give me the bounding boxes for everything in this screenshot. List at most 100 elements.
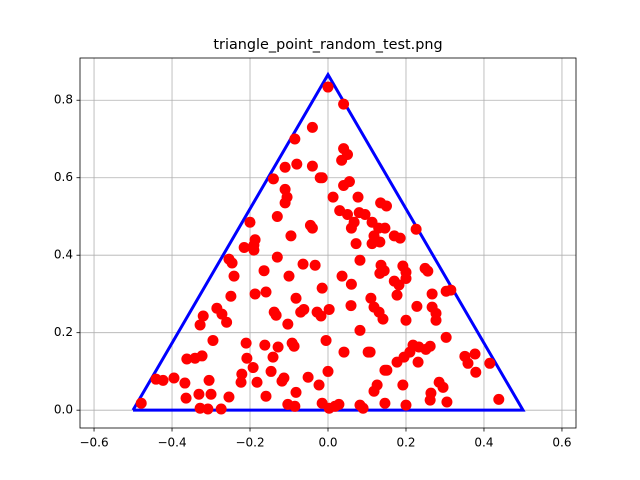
x-tick-label: −0.2	[235, 436, 264, 450]
point	[333, 398, 345, 410]
point	[228, 270, 240, 282]
point	[322, 365, 334, 377]
point	[235, 376, 247, 388]
point	[400, 272, 412, 284]
point	[236, 368, 248, 380]
point	[379, 364, 391, 376]
point	[374, 267, 386, 279]
point	[391, 356, 403, 368]
point	[322, 81, 334, 93]
x-tick-label: −0.4	[157, 436, 186, 450]
point	[289, 133, 301, 145]
point	[338, 98, 350, 110]
point	[271, 210, 283, 222]
point	[493, 393, 505, 405]
point	[271, 251, 283, 263]
point	[315, 310, 327, 322]
y-tick-label: 0.6	[54, 170, 73, 184]
point	[437, 381, 449, 393]
point	[216, 308, 228, 320]
point	[289, 400, 301, 412]
point	[179, 377, 191, 389]
point	[193, 388, 205, 400]
point	[270, 309, 282, 321]
point	[306, 160, 318, 172]
point	[368, 385, 380, 397]
point	[265, 365, 277, 377]
point	[276, 375, 288, 387]
point	[365, 292, 377, 304]
chart-title: triangle_point_random_test.png	[213, 37, 442, 53]
point	[462, 357, 474, 369]
point	[194, 319, 206, 331]
point	[380, 200, 392, 212]
point	[327, 191, 339, 203]
point	[345, 300, 357, 312]
point	[248, 244, 260, 256]
point	[366, 238, 378, 250]
point	[297, 258, 309, 270]
point	[470, 366, 482, 378]
point	[410, 223, 422, 235]
y-tick-label: 0.4	[54, 248, 73, 262]
point	[267, 351, 279, 363]
point	[441, 396, 453, 408]
point	[197, 310, 209, 322]
x-tick-label: 0.6	[552, 436, 571, 450]
point	[379, 222, 391, 234]
point	[316, 172, 328, 184]
point	[203, 374, 215, 386]
point	[400, 314, 412, 326]
point	[290, 292, 302, 304]
point	[295, 306, 307, 318]
point	[226, 257, 238, 269]
point	[189, 352, 201, 364]
point	[238, 241, 250, 253]
point	[400, 399, 412, 411]
point	[352, 191, 364, 203]
point	[260, 286, 272, 298]
point	[422, 265, 434, 277]
point	[306, 121, 318, 133]
ticks: −0.6 −0.4 −0.2 0.0 0.2 0.4 0.6 0.0 0.2 0.4 0.6 0.8	[54, 93, 572, 450]
point	[426, 288, 438, 300]
y-tick-label: 0.2	[54, 325, 73, 339]
point	[181, 353, 193, 365]
point	[291, 158, 303, 170]
point	[241, 352, 253, 364]
point	[168, 372, 180, 384]
point	[354, 399, 366, 411]
point	[354, 254, 366, 266]
point	[135, 397, 147, 409]
point	[251, 376, 263, 388]
point	[404, 346, 416, 358]
point	[323, 303, 335, 315]
point	[290, 386, 302, 398]
point	[302, 371, 314, 383]
y-tick-label: 0.0	[54, 403, 73, 417]
point	[345, 222, 357, 234]
point	[309, 259, 321, 271]
point	[267, 173, 279, 185]
point	[445, 284, 457, 296]
point	[260, 390, 272, 402]
point	[313, 379, 325, 391]
point	[338, 346, 350, 358]
point	[412, 356, 424, 368]
point	[247, 362, 259, 374]
point	[394, 232, 406, 244]
x-tick-label: 0.4	[474, 436, 493, 450]
x-tick-label: 0.0	[318, 436, 337, 450]
point	[180, 392, 192, 404]
point	[259, 339, 271, 351]
point	[364, 346, 376, 358]
point	[258, 265, 270, 277]
x-tick-label: 0.2	[396, 436, 415, 450]
point	[150, 373, 162, 385]
point	[205, 388, 217, 400]
point	[215, 403, 227, 415]
point	[350, 238, 362, 250]
point	[377, 313, 389, 325]
